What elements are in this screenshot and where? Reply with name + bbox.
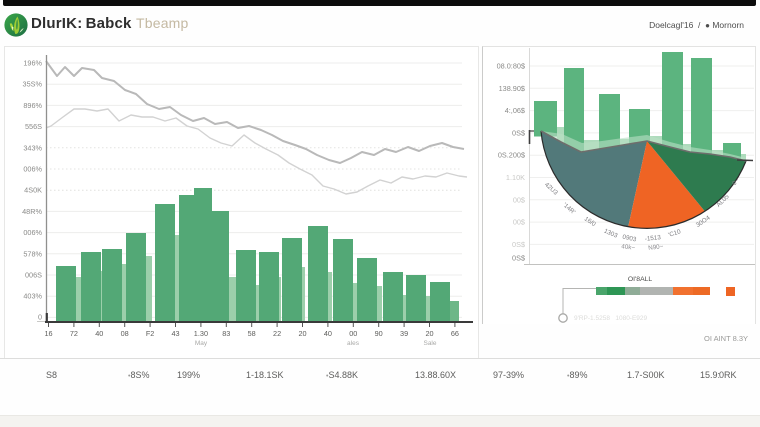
svg-text:1303: 1303 (603, 228, 619, 240)
svg-text:20: 20 (425, 329, 433, 338)
svg-text:-1513: -1513 (644, 234, 661, 243)
svg-text:0S.200$: 0S.200$ (498, 151, 525, 160)
svg-text:196%: 196% (23, 59, 42, 68)
svg-text:0S$: 0S$ (512, 254, 525, 263)
svg-text:4:,06$: 4:,06$ (505, 106, 525, 115)
svg-text:'C10: 'C10 (667, 228, 682, 239)
svg-text:006S: 006S (25, 271, 42, 280)
svg-text:896%: 896% (23, 101, 42, 110)
svg-text:9'RP-1.5258 1080-E929: 9'RP-1.5258 1080-E929 (574, 315, 648, 322)
svg-text:00: 00 (349, 329, 357, 338)
svg-text:1.10K: 1.10K (506, 173, 525, 182)
svg-text:66: 66 (451, 329, 459, 338)
svg-text:4S0K: 4S0K (24, 186, 42, 195)
svg-text:556S: 556S (25, 122, 42, 131)
svg-text:08: 08 (121, 329, 129, 338)
svg-text:006%: 006% (23, 165, 42, 174)
svg-text:40: 40 (95, 329, 103, 338)
svg-text:00$: 00$ (513, 218, 525, 227)
svg-text:138.90$: 138.90$ (499, 84, 525, 93)
svg-text:48R%: 48R% (22, 207, 42, 216)
svg-text:83: 83 (222, 329, 230, 338)
svg-text:May: May (195, 340, 208, 347)
svg-text:43: 43 (171, 329, 179, 338)
svg-text:F2: F2 (146, 329, 155, 338)
svg-text:58: 58 (248, 329, 256, 338)
svg-text:16/0: 16/0 (583, 215, 597, 228)
svg-text:22: 22 (273, 329, 281, 338)
svg-text:90: 90 (375, 329, 383, 338)
svg-text:0: 0 (38, 313, 42, 322)
svg-text:Sale: Sale (423, 340, 436, 347)
svg-text:N90~: N90~ (648, 243, 664, 252)
svg-text:343%: 343% (23, 143, 42, 152)
svg-text:'14R': '14R' (561, 202, 576, 216)
svg-text:00$: 00$ (513, 195, 525, 204)
svg-text:0~: 0~ (731, 177, 741, 187)
svg-text:0S$: 0S$ (512, 240, 525, 249)
svg-text:30O4: 30O4 (695, 214, 712, 229)
svg-text:0903: 0903 (622, 234, 638, 244)
svg-text:0S$: 0S$ (512, 128, 525, 137)
svg-text:40k~: 40k~ (621, 243, 636, 251)
svg-text:39: 39 (400, 329, 408, 338)
svg-text:16: 16 (44, 329, 52, 338)
svg-text:578%: 578% (23, 249, 42, 258)
svg-text:ales: ales (347, 340, 360, 347)
svg-text:006%: 006% (23, 228, 42, 237)
svg-text:08.0:80$: 08.0:80$ (497, 62, 525, 71)
svg-text:40: 40 (324, 329, 332, 338)
svg-text:72: 72 (70, 329, 78, 338)
svg-text:OI'8ALL: OI'8ALL (628, 276, 653, 283)
svg-text:403%: 403% (23, 292, 42, 301)
svg-text:35S%: 35S% (23, 80, 43, 89)
svg-text:1.30: 1.30 (194, 329, 208, 338)
svg-text:20: 20 (298, 329, 306, 338)
svg-text:42U3: 42U3 (543, 181, 559, 197)
